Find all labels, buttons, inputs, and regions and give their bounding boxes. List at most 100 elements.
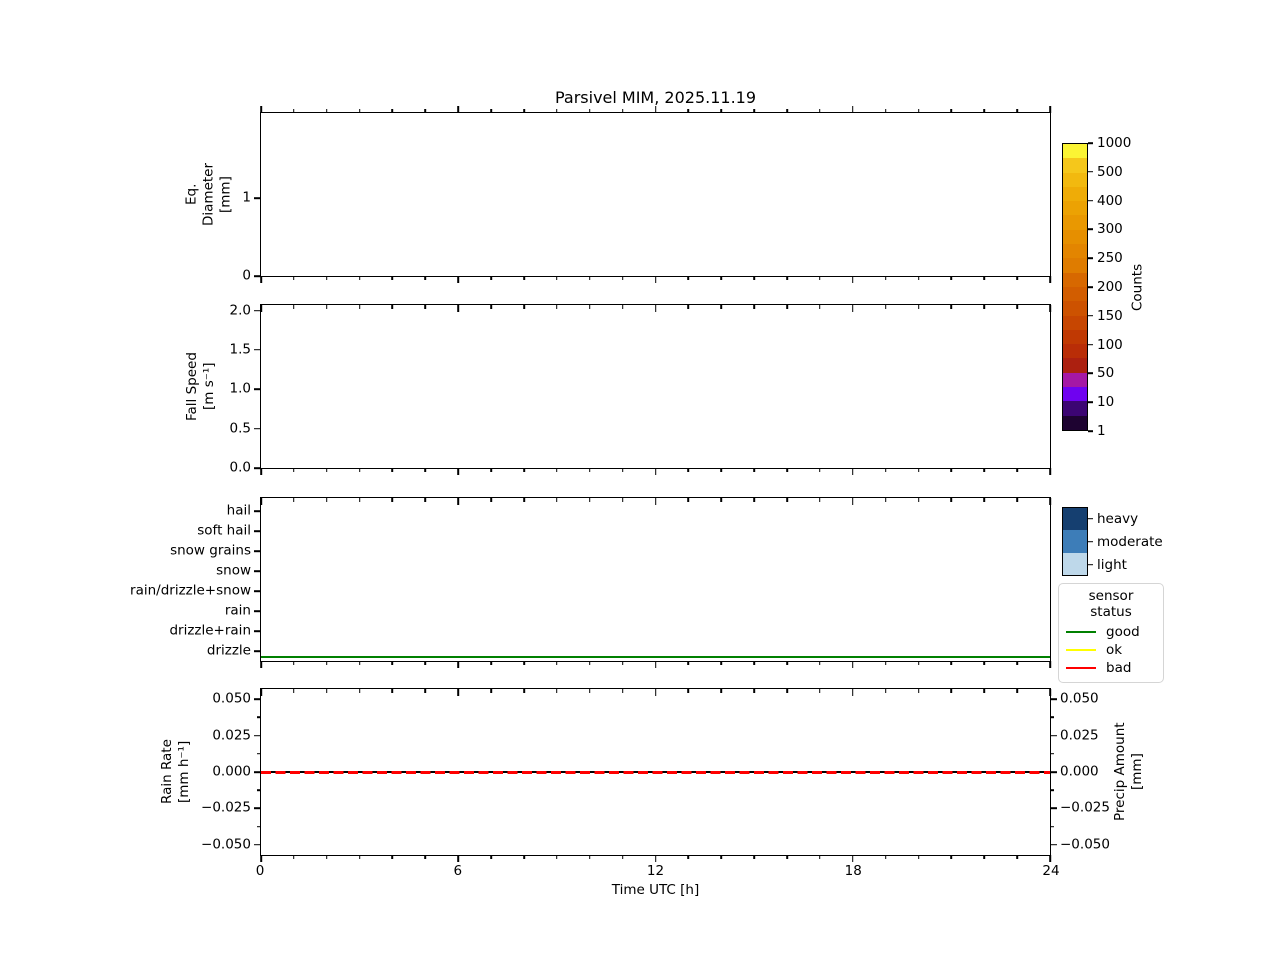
x-tick-label: 18 xyxy=(844,863,862,879)
x-tick-label: 6 xyxy=(453,863,463,879)
rain-rate-panel: 0.050 0.050 0.025 0.025 0.000 0.000 −0.025 −0.0… xyxy=(201,688,1110,862)
y-axis-label-rain-rate: Rain Rate [mm h⁻¹] xyxy=(159,739,192,805)
x-tick xyxy=(588,276,591,280)
y-tick-label: 0.5 xyxy=(229,419,251,436)
colorbar-tick-label: 1000 xyxy=(1097,135,1132,151)
x-tick xyxy=(293,305,295,309)
x-tick xyxy=(358,661,361,665)
x-tick xyxy=(293,468,295,472)
x-tick xyxy=(260,106,262,113)
x-tick xyxy=(654,106,657,113)
y-tick xyxy=(254,349,261,351)
colorbar-band xyxy=(1063,244,1087,259)
intensity-band-light xyxy=(1063,552,1087,575)
colorbar-tick xyxy=(1088,401,1093,403)
category-label: hail xyxy=(226,502,251,519)
figure-title: Parsivel MIM, 2025.11.19 xyxy=(554,88,757,107)
y-tick xyxy=(254,427,261,430)
colorbar-tick-label: 500 xyxy=(1097,163,1123,180)
x-tick xyxy=(950,855,953,859)
x-tick xyxy=(556,661,558,665)
category-label: rain/drizzle+snow xyxy=(130,582,251,599)
precip-amount-line xyxy=(261,770,1050,774)
colorbar-tick-label: 250 xyxy=(1097,250,1123,267)
y-tick xyxy=(1050,844,1057,846)
colorbar-tick xyxy=(1088,343,1093,346)
colorbar-tick-label: 1 xyxy=(1097,423,1106,439)
x-tick xyxy=(293,855,295,859)
colorbar-tick-label: 10 xyxy=(1097,394,1115,411)
x-tick xyxy=(588,855,591,859)
colorbar-band xyxy=(1063,144,1087,159)
x-tick xyxy=(819,689,821,693)
x-tick xyxy=(358,689,361,693)
x-tick xyxy=(391,468,394,472)
colorbar-tick xyxy=(1088,171,1093,173)
x-tick xyxy=(260,468,262,475)
x-tick xyxy=(720,661,723,665)
x-tick xyxy=(391,109,394,113)
y-tick xyxy=(254,197,261,199)
x-tick xyxy=(819,109,821,113)
y-minor-tick xyxy=(257,825,261,828)
x-tick xyxy=(391,661,394,665)
intensity-band-moderate xyxy=(1063,530,1087,553)
x-tick xyxy=(654,276,657,283)
y-axis-label-eq-diameter: Eq. Diameter [mm] xyxy=(183,162,234,227)
y-tick xyxy=(1050,771,1057,773)
colorbar-tick xyxy=(1088,142,1093,144)
x-tick xyxy=(1016,468,1018,472)
y-axis-label-precip-amount: Precip Amount [mm] xyxy=(1112,722,1145,822)
x-tick xyxy=(950,498,953,502)
legend-item-bad: bad xyxy=(1066,659,1156,677)
y-tick-label: −0.025 xyxy=(1060,799,1110,816)
legend-label: good xyxy=(1106,624,1140,640)
x-tick xyxy=(490,498,492,502)
x-tick xyxy=(950,661,953,665)
x-tick xyxy=(1016,498,1018,502)
x-tick xyxy=(654,689,657,696)
x-tick xyxy=(851,468,854,475)
x-tick xyxy=(523,109,525,113)
x-tick xyxy=(753,276,755,280)
x-tick xyxy=(917,661,920,665)
colorbar-band xyxy=(1063,329,1087,345)
x-tick xyxy=(523,498,525,502)
x-tick xyxy=(884,855,887,859)
x-tick xyxy=(950,276,953,280)
legend-line-ok xyxy=(1066,648,1096,652)
x-tick xyxy=(654,468,657,475)
x-tick xyxy=(950,468,953,472)
x-tick xyxy=(983,498,986,502)
y-axis-label-fall-speed: Fall Speed [m s⁻¹] xyxy=(184,352,217,421)
y-tick xyxy=(254,388,261,391)
category-tick xyxy=(254,630,261,632)
y-tick-label: 0.050 xyxy=(1060,690,1099,707)
x-tick xyxy=(917,305,920,309)
x-tick xyxy=(523,305,525,309)
colorbar-band xyxy=(1063,172,1087,187)
colorbar-tick-label: 200 xyxy=(1097,279,1123,295)
y-tick-label: 0.000 xyxy=(1060,763,1099,780)
x-tick xyxy=(556,498,558,502)
x-tick xyxy=(786,498,788,502)
y-tick xyxy=(254,698,261,700)
x-tick xyxy=(884,468,887,472)
colorbar-band xyxy=(1063,158,1087,173)
y-tick xyxy=(1050,807,1057,810)
counts-colorbar xyxy=(1062,143,1088,431)
x-tick xyxy=(490,305,492,309)
x-tick xyxy=(523,276,525,280)
x-tick xyxy=(753,498,755,502)
colorbar-tick-label: 300 xyxy=(1097,221,1123,238)
x-tick xyxy=(720,855,723,859)
x-tick xyxy=(917,855,920,859)
x-tick xyxy=(786,276,788,280)
x-tick xyxy=(753,661,755,665)
x-tick xyxy=(556,855,558,859)
x-tick xyxy=(490,689,492,693)
x-tick xyxy=(293,661,295,665)
y-tick-label: −0.025 xyxy=(201,799,251,816)
x-axis-tick-labels: 0 6 12 18 24 xyxy=(0,863,1280,881)
x-tick xyxy=(687,498,690,502)
